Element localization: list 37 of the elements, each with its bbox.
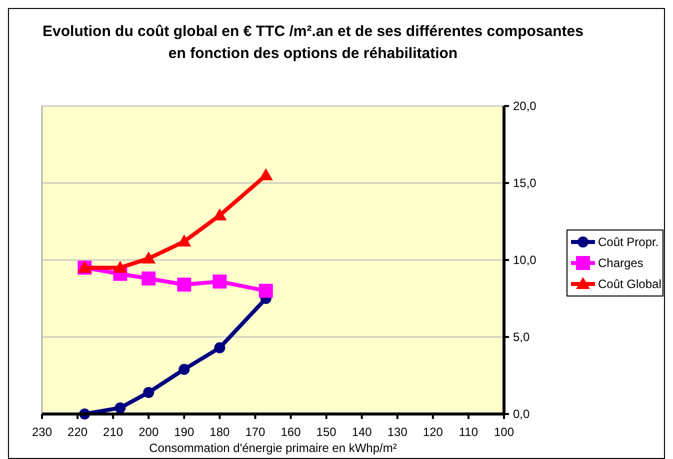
point	[142, 271, 156, 286]
legend-label: Coût Global	[598, 277, 662, 291]
legend-label: Charges	[598, 256, 644, 270]
y-tick-label: 5,0	[513, 330, 530, 344]
point	[114, 402, 126, 414]
x-tick-label: 120	[422, 425, 444, 439]
point	[178, 364, 190, 375]
x-tick-label: 210	[103, 425, 124, 439]
x-tick-label: 230	[32, 425, 52, 439]
point	[142, 251, 156, 264]
point	[258, 168, 273, 180]
x-tick-label: 140	[352, 425, 372, 439]
point	[212, 208, 227, 220]
x-tick-label: 220	[68, 425, 88, 439]
point	[212, 274, 227, 289]
point	[177, 234, 192, 247]
x-tick-label: 180	[210, 425, 230, 439]
point	[258, 284, 273, 298]
x-tick-label: 100	[494, 425, 514, 439]
x-tick-label: 130	[387, 425, 408, 439]
y-tick-label: 10,0	[513, 253, 537, 267]
y-tick-label: 15,0	[513, 176, 537, 190]
x-tick-label: 150	[316, 425, 337, 439]
point	[214, 342, 226, 354]
x-tick-label: 110	[458, 425, 478, 439]
x-tick-label: 190	[174, 425, 194, 439]
x-tick-label: 170	[245, 425, 266, 439]
x-axis-title: Consommation d'énergie primaire en kWhp/m²	[149, 441, 397, 455]
legend-label: Coût Propr.	[598, 235, 659, 249]
x-tick-label: 160	[280, 425, 302, 439]
y-tick-label: 20,0	[513, 99, 537, 113]
y-tick-label: 0,0	[513, 407, 530, 421]
chart-title: Evolution du coût global en € TTC /m².an et de ses différentes composantes en fonction des options de réhabilitation	[42, 23, 584, 62]
x-tick-label: 200	[138, 425, 159, 439]
point	[113, 260, 128, 273]
point	[177, 278, 192, 292]
point	[143, 386, 154, 398]
